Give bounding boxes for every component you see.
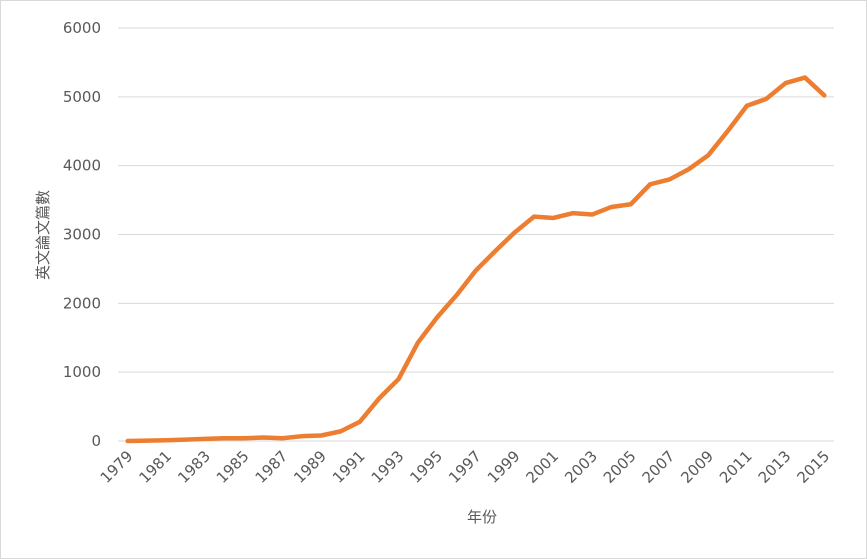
y-tick-label: 3000	[63, 226, 101, 244]
y-tick-label: 0	[91, 432, 101, 450]
x-axis-label: 年份	[467, 508, 497, 526]
y-tick-label: 6000	[63, 19, 101, 37]
data-line	[125, 75, 827, 444]
y-tick-label: 5000	[63, 88, 101, 106]
y-tick-label: 2000	[63, 294, 101, 312]
y-tick-label: 1000	[63, 363, 101, 381]
y-axis-label: 英文論文篇數	[34, 190, 52, 280]
y-tick-label: 4000	[63, 157, 101, 175]
